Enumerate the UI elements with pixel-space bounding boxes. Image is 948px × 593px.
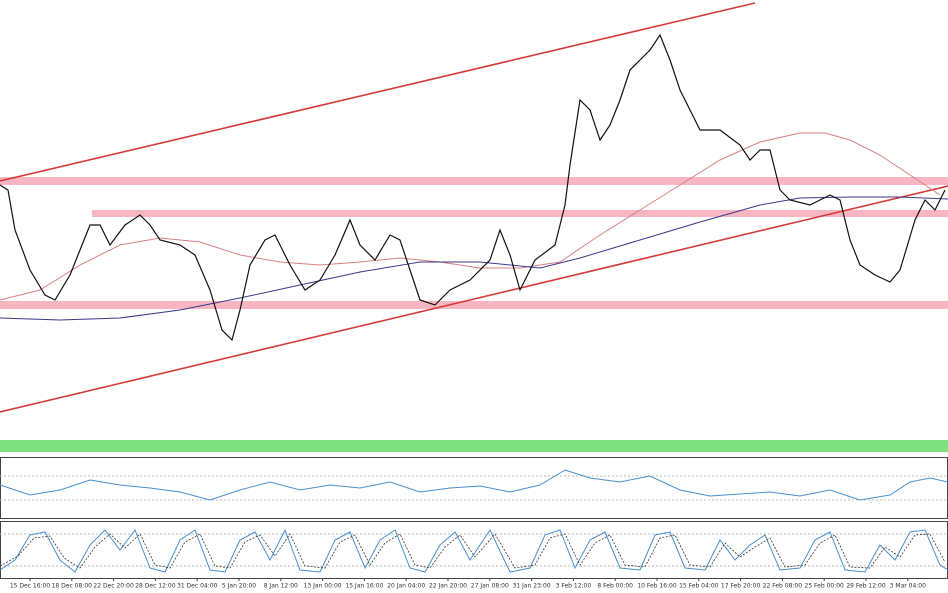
time-label: 17 Feb 20:00 (721, 583, 761, 590)
time-label: 3 Feb 12:00 (556, 583, 592, 590)
time-label: 8 Jan 12:00 (264, 583, 298, 590)
stochastic-signal (0, 533, 946, 569)
time-label: 5 Jan 20:00 (222, 583, 256, 590)
time-label: 15 Jan 16:00 (345, 583, 383, 590)
time-label: 25 Feb 00:00 (805, 583, 845, 590)
time-label: 22 Dec 20:00 (93, 583, 134, 590)
moving-average-slow (0, 196, 948, 321)
time-label: 10 Feb 16:00 (637, 583, 677, 590)
time-label: 15 Feb 04:00 (679, 583, 719, 590)
time-label: 13 Jan 00:00 (304, 583, 342, 590)
time-label: 31 Jan 23:00 (513, 583, 551, 590)
separator-bar (0, 440, 948, 452)
time-label: 18 Dec 08:00 (52, 583, 93, 590)
rsi-line (0, 469, 948, 501)
time-label: 20 Jan 04:00 (387, 583, 425, 590)
channel-top (0, 2, 756, 182)
time-label: 27 Jan 08:00 (471, 583, 509, 590)
time-axis: 15 Dec 16:00 18 Dec 08:00 22 Dec 20:00 28 D… (10, 578, 926, 590)
time-label: 22 Feb 08:00 (763, 583, 803, 590)
time-label: 8 Feb 00:00 (597, 583, 633, 590)
channel-bottom (0, 185, 948, 413)
time-label: 31 Dec 04:00 (177, 583, 218, 590)
moving-average-fast (0, 132, 941, 301)
time-label: 29 Feb 12:00 (846, 583, 886, 590)
support-band (0, 301, 948, 309)
resistance-band (0, 177, 948, 185)
stochastic-main (0, 528, 948, 573)
time-label: 22 Jan 20:00 (429, 583, 467, 590)
time-label: 3 Mar 04:00 (890, 583, 926, 590)
price-candles (0, 33, 946, 342)
resistance-band (92, 210, 948, 217)
time-label: 28 Dec 12:00 (135, 583, 176, 590)
time-label: 15 Dec 16:00 (10, 583, 51, 590)
